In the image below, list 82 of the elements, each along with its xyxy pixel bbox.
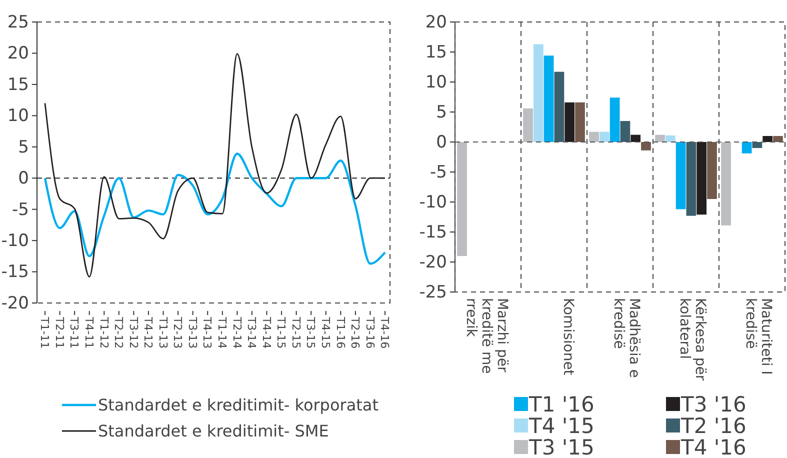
x-tick-label: T3-15 [304,316,318,349]
x-tick-label: T2-12 [112,316,126,349]
y-tick-label: 25 [7,12,29,32]
y-tick-label: -10 [419,192,447,212]
x-tick-label: T4-12 [142,316,155,349]
bar [676,142,686,210]
bar [610,98,620,142]
bar [599,132,610,142]
legend-label: T4 '15 [528,414,594,438]
y-tick-label: -15 [419,222,447,242]
bar [554,72,564,142]
x-tick-label: T4-16 [378,316,392,349]
x-tick-label: T1-16 [334,316,347,349]
y-tick-label: -20 [419,252,447,272]
y-tick-label: 15 [7,74,29,95]
x-tick-label: Kërkesa për kolateral [676,298,708,381]
bar [721,142,731,226]
bar [655,134,665,142]
bar [544,56,554,142]
x-tick-label: T1-13 [156,316,170,349]
x-tick-label: Maturiteti I kredisë [742,298,774,375]
bar [564,102,575,142]
x-tick-label: T4-14 [260,316,273,349]
legend-label: Standardet e kreditimit- SME [98,422,329,441]
y-tick-label: -10 [1,230,29,251]
y-tick-label: -5 [430,162,447,182]
y-tick-label: 0 [436,132,447,152]
y-tick-label: -20 [1,293,29,314]
x-tick-label: T3-14 [245,316,258,349]
y-tick-label: 15 [425,42,447,62]
bar [457,142,467,256]
bar [742,142,752,154]
y-tick-label: -25 [419,282,447,302]
bar [752,142,762,148]
x-tick-label: T1-11 [38,316,52,349]
y-tick-label: 20 [7,44,29,64]
y-tick-label: 10 [7,106,29,126]
bar [620,121,630,142]
x-tick-label: T2-15 [289,316,302,349]
x-tick-label: T2-11 [52,316,66,349]
bar [696,142,707,215]
x-tick-label: T4-15 [319,316,332,349]
bar [523,108,533,142]
x-tick-label: T4-13 [200,316,214,349]
x-tick-label: T1-12 [97,316,110,349]
y-tick-label: 5 [436,102,447,122]
bar [686,142,696,216]
bar [665,135,676,142]
x-tick-label: T3-11 [68,316,81,349]
x-tick-label: T2-14 [230,316,244,349]
legend-label: Standardet e kreditimit- korporatat [98,396,378,415]
bar [641,142,651,150]
legend-label: T3 '16 [680,392,746,417]
bar [707,142,717,199]
y-tick-label: 10 [425,72,447,92]
legend-label: T4 '16 [680,436,746,458]
x-tick-label: T2-13 [171,316,184,349]
bar [533,44,544,142]
y-tick-label: -15 [1,262,29,282]
x-tick-label: T3-12 [126,316,140,349]
bar [762,136,773,142]
x-tick-label: Komisionet [560,298,576,376]
y-tick-label: 0 [18,168,29,189]
y-tick-label: -5 [12,200,29,220]
x-tick-label: T3-16 [363,316,376,349]
x-tick-label: T2-16 [348,316,362,349]
legend-label: T1 '16 [528,392,594,417]
y-tick-label: 5 [18,137,29,158]
line-series [44,152,386,265]
x-tick-label: Madhësia e kredisë [610,298,642,378]
y-tick-label: 20 [425,12,447,32]
legend-label: T2 '16 [680,414,746,438]
x-tick-label: T1-14 [216,316,229,349]
bar [589,132,599,142]
x-tick-label: T1-15 [274,316,288,349]
bar [773,136,783,142]
legend-label: T3 '15 [528,436,594,458]
x-tick-label: T3-13 [186,316,199,349]
bar [575,102,585,142]
x-tick-label: Marzhi për kreditë me rrezik [463,298,510,374]
x-tick-label: T4-11 [82,316,96,349]
bar [630,134,641,142]
